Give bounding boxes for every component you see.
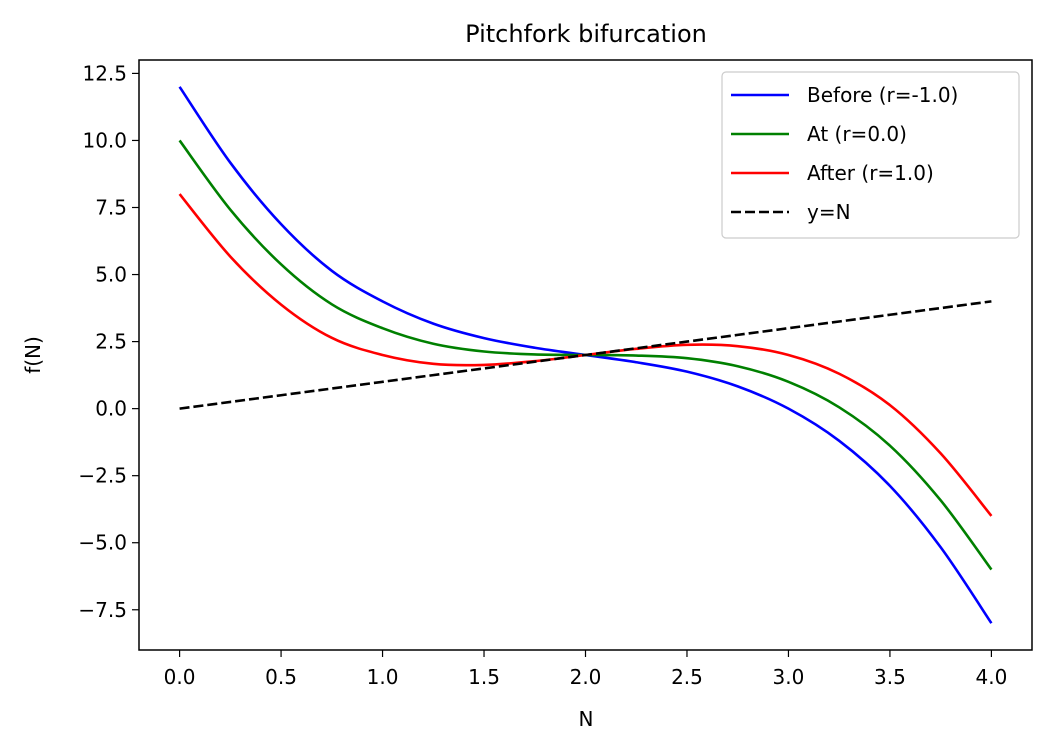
- y-tick-label: −5.0: [78, 531, 127, 555]
- legend-label: Before (r=-1.0): [807, 83, 958, 107]
- y-tick-label: 5.0: [95, 263, 127, 287]
- x-axis: 0.0 0.5 1.0 1.5 2.0 2.5 3.0 3.5 4.0: [164, 650, 1008, 689]
- y-tick-label: 12.5: [82, 61, 127, 85]
- x-tick-label: 3.5: [874, 665, 906, 689]
- y-axis: −7.5 −5.0 −2.5 0.0 2.5 5.0 7.5 10.0 12.5: [78, 61, 139, 622]
- x-tick-label: 1.0: [367, 665, 399, 689]
- y-tick-label: 10.0: [82, 128, 127, 152]
- chart-title: Pitchfork bifurcation: [465, 20, 707, 48]
- x-tick-label: 2.0: [570, 665, 602, 689]
- x-tick-label: 0.0: [164, 665, 196, 689]
- y-tick-label: 7.5: [95, 196, 127, 220]
- x-axis-label: N: [579, 707, 594, 731]
- series-line: [179, 300, 992, 410]
- legend-label: At (r=0.0): [807, 122, 907, 146]
- plot-area: [178, 86, 993, 624]
- x-tick-label: 1.5: [468, 665, 500, 689]
- legend: Before (r=-1.0) At (r=0.0) After (r=1.0) y=…: [721, 71, 1020, 239]
- x-tick-label: 0.5: [265, 665, 297, 689]
- y-tick-label: −2.5: [78, 464, 127, 488]
- legend-label: y=N: [807, 200, 851, 224]
- y-tick-label: −7.5: [78, 598, 127, 622]
- x-tick-label: 3.0: [773, 665, 805, 689]
- x-tick-label: 2.5: [671, 665, 703, 689]
- legend-box: [721, 71, 1020, 239]
- x-tick-label: 4.0: [976, 665, 1008, 689]
- y-tick-label: 2.5: [95, 330, 127, 354]
- y-tick-label: 0.0: [95, 397, 127, 421]
- y-axis-label: f(N): [21, 336, 45, 374]
- legend-label: After (r=1.0): [807, 161, 934, 185]
